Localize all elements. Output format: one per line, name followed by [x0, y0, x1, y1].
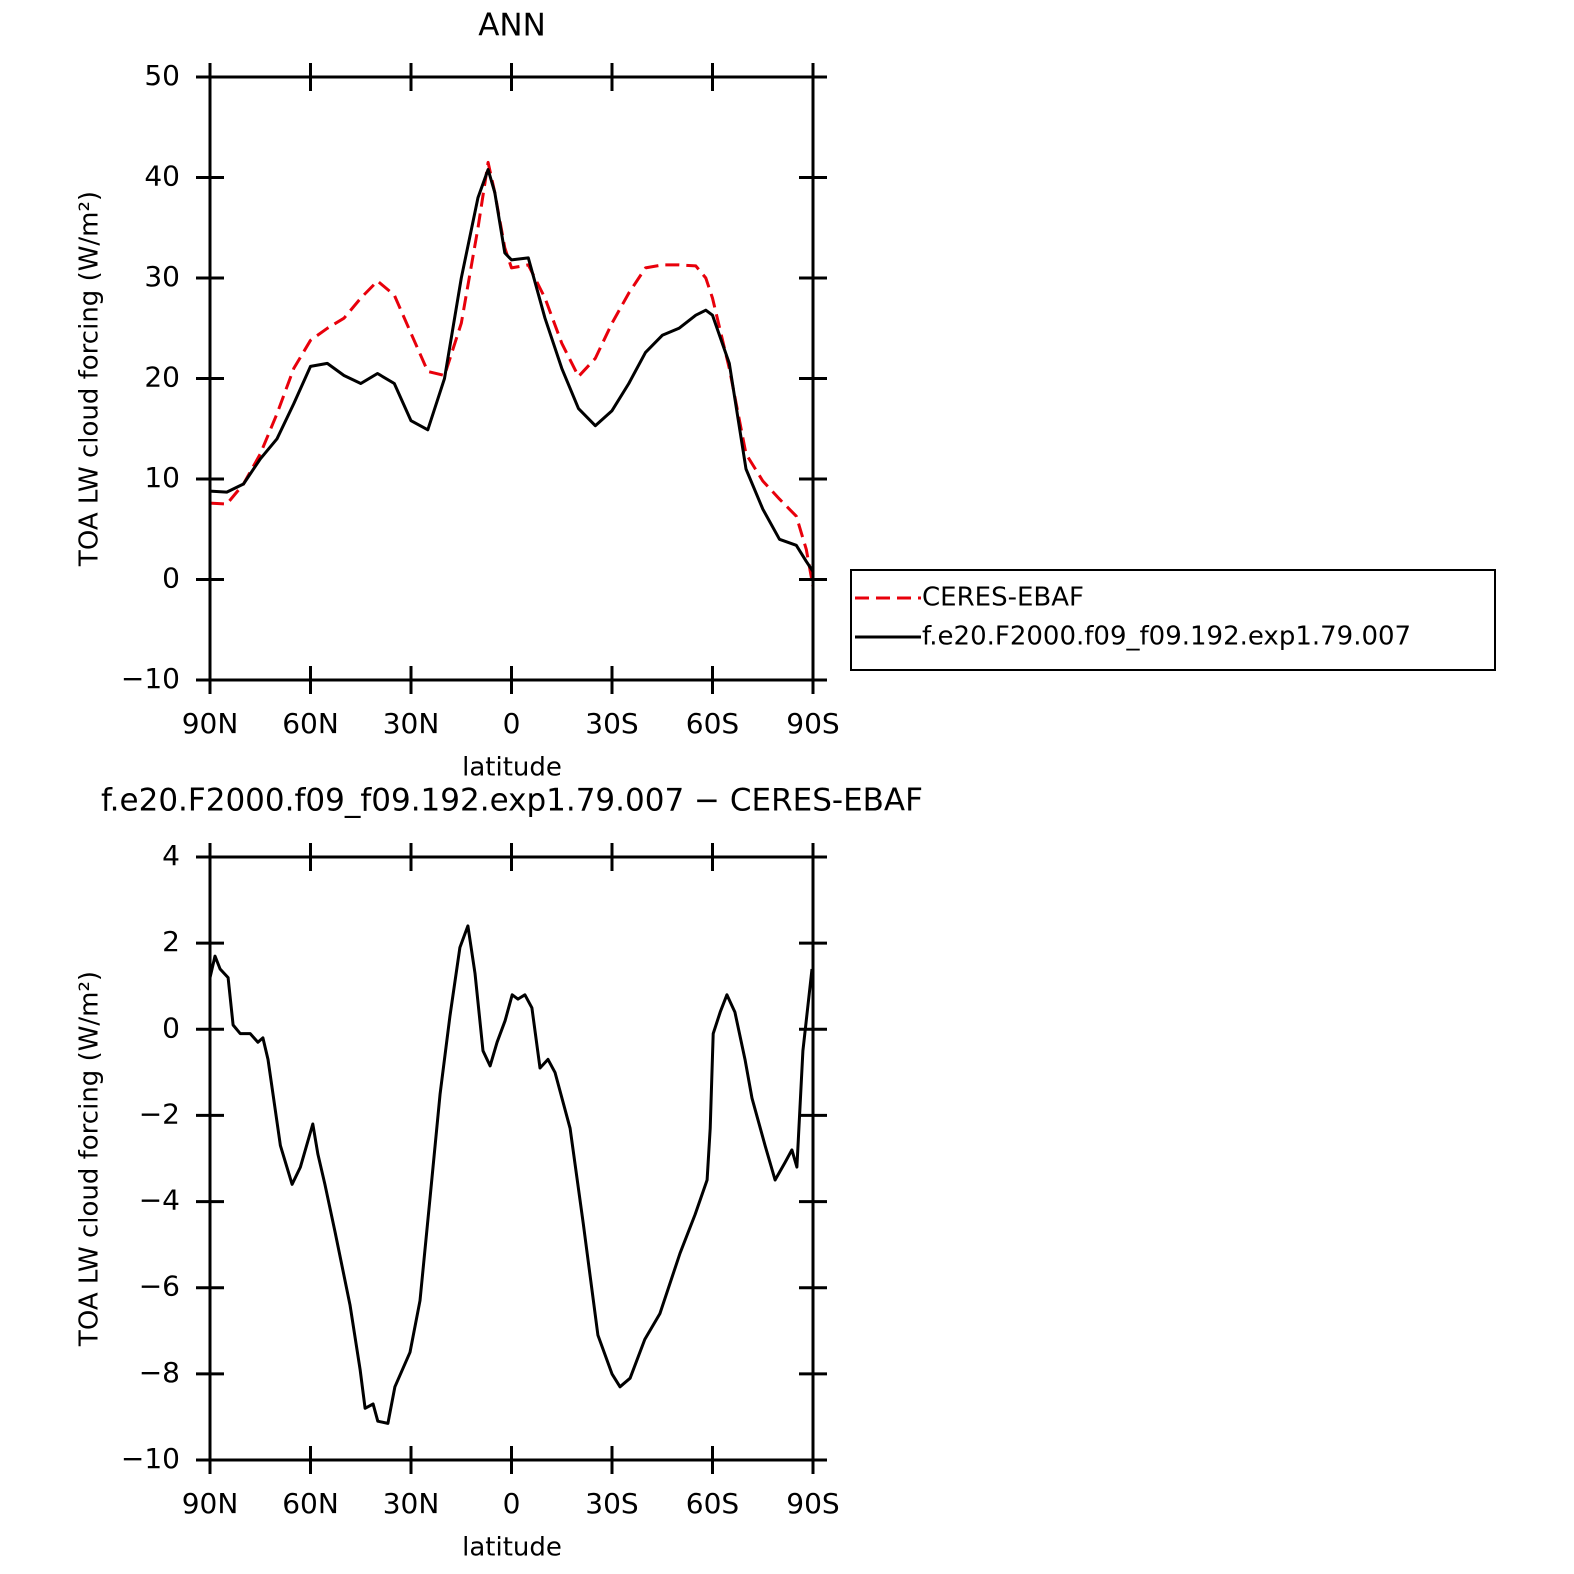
x-tick-label: 30N	[383, 1487, 440, 1520]
chart-title: ANN	[478, 8, 546, 44]
plot-frame	[208, 75, 815, 682]
x-tick-label: 60S	[686, 1487, 739, 1520]
y-tick-label: −10	[121, 662, 180, 695]
y-tick-label: −6	[139, 1270, 180, 1303]
x-tick-label: 90S	[786, 707, 839, 740]
y-tick-label: 0	[162, 562, 180, 595]
x-axis-label: latitude	[462, 753, 562, 783]
legend-label: CERES-EBAF	[922, 583, 1084, 613]
y-tick-label: −10	[121, 1442, 180, 1475]
x-tick-label: 60S	[686, 707, 739, 740]
plot-frame	[208, 855, 815, 1462]
x-tick-label: 90S	[786, 1487, 839, 1520]
y-tick-label: 4	[162, 839, 180, 872]
y-tick-label: −8	[139, 1356, 180, 1389]
y-tick-label: 0	[162, 1011, 180, 1044]
y-tick-label: 2	[162, 925, 180, 958]
line-series	[209, 168, 815, 573]
x-tick-label: 90N	[182, 1487, 239, 1520]
x-tick-label: 60N	[282, 707, 339, 740]
x-tick-label: 0	[503, 707, 521, 740]
y-tick-label: −2	[139, 1097, 180, 1130]
y-tick-label: 50	[144, 59, 180, 92]
x-tick-label: 30S	[585, 1487, 638, 1520]
y-axis-label: TOA LW cloud forcing (W/m²)	[75, 191, 105, 567]
x-axis-label: latitude	[462, 1533, 562, 1563]
x-tick-label: 90N	[182, 707, 239, 740]
x-tick-label: 30S	[585, 707, 638, 740]
x-tick-label: 60N	[282, 1487, 339, 1520]
y-tick-label: −4	[139, 1184, 180, 1217]
y-tick-label: 30	[144, 260, 180, 293]
x-tick-label: 0	[503, 1487, 521, 1520]
chart-title: f.e20.F2000.f09_f09.192.exp1.79.007 − CE…	[101, 783, 923, 819]
line-series	[209, 160, 815, 587]
y-tick-label: 10	[144, 461, 180, 494]
line-series	[208, 924, 814, 1425]
y-axis-label: TOA LW cloud forcing (W/m²)	[75, 971, 105, 1347]
legend-label: f.e20.F2000.f09_f09.192.exp1.79.007	[922, 622, 1411, 652]
legend-box	[850, 569, 1496, 671]
y-tick-label: 20	[144, 361, 180, 394]
y-tick-label: 40	[144, 160, 180, 193]
x-tick-label: 30N	[383, 707, 440, 740]
